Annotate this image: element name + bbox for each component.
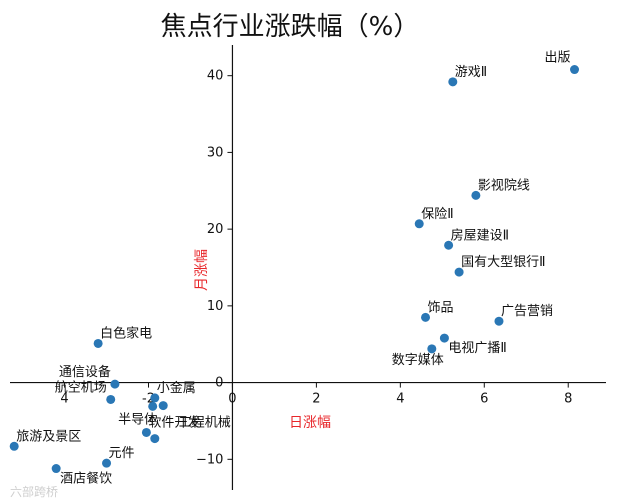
data-point — [106, 394, 116, 404]
data-point — [414, 219, 424, 229]
point-label: 游戏Ⅱ — [455, 65, 487, 80]
data-point — [141, 427, 151, 437]
point-label: 影视院线 — [478, 178, 530, 193]
data-point — [150, 393, 160, 403]
y-axis-label: 月涨幅 — [194, 249, 210, 291]
chart-title: 焦点行业涨跌幅（%） — [161, 12, 420, 42]
data-point — [158, 401, 168, 411]
y-tick-label: 10 — [207, 299, 224, 314]
point-label: 国有大型银行Ⅱ — [461, 255, 545, 270]
data-point — [427, 344, 437, 354]
point-label: 半导体 — [118, 413, 157, 428]
data-point — [9, 441, 19, 451]
point-label: 饰品 — [428, 300, 454, 315]
y-tick-label: −10 — [196, 452, 223, 467]
data-point — [51, 464, 61, 474]
data-point — [439, 333, 449, 343]
x-tick-label: 4 — [396, 392, 404, 407]
data-point — [454, 267, 464, 277]
axes — [10, 45, 606, 490]
x-tick-label: 4 — [60, 392, 68, 407]
data-point — [150, 434, 160, 444]
data-point — [494, 316, 504, 326]
point-label: 白色家电 — [100, 325, 152, 341]
point-label: 元件 — [109, 446, 135, 461]
point-label: 保险Ⅱ — [421, 207, 453, 222]
data-point — [110, 379, 120, 389]
watermark: 六部跨桥 — [10, 484, 58, 499]
y-tick-label: 40 — [207, 69, 224, 84]
x-axis-label: 日涨幅 — [289, 415, 331, 431]
point-label: 数字媒体 — [392, 353, 444, 368]
point-label: 小金属 — [157, 380, 196, 396]
point-label: 工程机械 — [179, 415, 231, 430]
x-tick-label: 0 — [228, 392, 236, 407]
point-label: 旅游及景区 — [16, 429, 81, 444]
y-tick-label: 30 — [207, 145, 224, 160]
point-label: 广告营销 — [501, 304, 553, 319]
data-point — [570, 65, 580, 75]
point-label: 航空机场 — [55, 379, 107, 395]
x-tick-label: 6 — [480, 392, 488, 407]
point-label: 酒店餐饮 — [60, 471, 112, 487]
x-tick-label: 2 — [312, 392, 320, 407]
data-point — [444, 240, 454, 250]
data-point — [148, 401, 158, 411]
point-label: 房屋建设Ⅱ — [451, 227, 509, 243]
data-points — [9, 65, 580, 474]
x-tick-label: 8 — [564, 392, 572, 407]
data-point — [448, 77, 458, 87]
data-point — [421, 312, 431, 322]
data-point — [471, 190, 481, 200]
point-label: 软件开发 — [148, 414, 200, 430]
y-tick-label: 20 — [207, 222, 224, 237]
data-point — [102, 458, 112, 468]
point-label: 通信设备 — [59, 364, 111, 380]
y-tick-label: 0 — [215, 376, 223, 391]
data-point — [93, 338, 103, 348]
point-label: 电视广播Ⅱ — [448, 341, 506, 356]
point-label: 出版 — [545, 51, 571, 66]
